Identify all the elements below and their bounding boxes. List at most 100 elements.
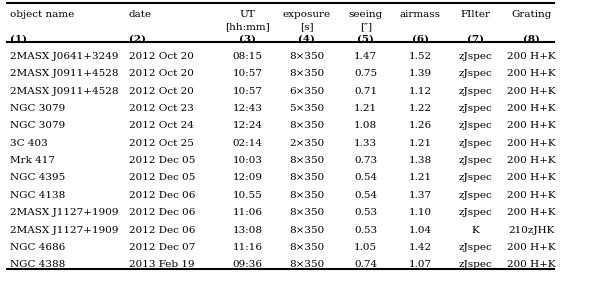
Text: 1.21: 1.21 <box>409 173 432 183</box>
Text: 1.12: 1.12 <box>409 87 432 96</box>
Text: 2012 Dec 06: 2012 Dec 06 <box>129 208 195 217</box>
Text: zJspec: zJspec <box>458 52 492 61</box>
Text: 0.71: 0.71 <box>354 87 377 96</box>
Text: 200 H+K: 200 H+K <box>507 139 556 148</box>
Text: 1.42: 1.42 <box>409 243 432 252</box>
Text: zJspec: zJspec <box>458 243 492 252</box>
Text: 1.39: 1.39 <box>409 69 432 78</box>
Text: 10:03: 10:03 <box>232 156 262 165</box>
Text: 1.21: 1.21 <box>409 139 432 148</box>
Text: zJspec: zJspec <box>458 156 492 165</box>
Text: 2012 Dec 07: 2012 Dec 07 <box>129 243 195 252</box>
Text: 2012 Oct 24: 2012 Oct 24 <box>129 121 194 130</box>
Text: (1): (1) <box>10 35 27 44</box>
Text: 200 H+K: 200 H+K <box>507 173 556 183</box>
Text: 8×350: 8×350 <box>289 121 324 130</box>
Text: 200 H+K: 200 H+K <box>507 52 556 61</box>
Text: 1.08: 1.08 <box>354 121 377 130</box>
Text: 0.75: 0.75 <box>354 69 377 78</box>
Text: 200 H+K: 200 H+K <box>507 260 556 269</box>
Text: 0.74: 0.74 <box>354 260 377 269</box>
Text: 8×350: 8×350 <box>289 52 324 61</box>
Text: [hh:mm]: [hh:mm] <box>225 22 270 31</box>
Text: 0.73: 0.73 <box>354 156 377 165</box>
Text: NGC 4395: NGC 4395 <box>10 173 66 183</box>
Text: object name: object name <box>10 10 75 19</box>
Text: zJspec: zJspec <box>458 69 492 78</box>
Text: 12:24: 12:24 <box>232 121 262 130</box>
Text: 200 H+K: 200 H+K <box>507 208 556 217</box>
Text: 8×350: 8×350 <box>289 156 324 165</box>
Text: 8×350: 8×350 <box>289 208 324 217</box>
Text: 1.04: 1.04 <box>409 226 432 235</box>
Text: NGC 4138: NGC 4138 <box>10 191 66 200</box>
Text: 2012 Oct 20: 2012 Oct 20 <box>129 69 194 78</box>
Text: 1.52: 1.52 <box>409 52 432 61</box>
Text: 08:15: 08:15 <box>232 52 262 61</box>
Text: 200 H+K: 200 H+K <box>507 104 556 113</box>
Text: 1.21: 1.21 <box>354 104 377 113</box>
Text: (4): (4) <box>298 35 315 44</box>
Text: [s]: [s] <box>300 22 314 31</box>
Text: 2×350: 2×350 <box>289 139 324 148</box>
Text: 1.37: 1.37 <box>409 191 432 200</box>
Text: 8×350: 8×350 <box>289 69 324 78</box>
Text: zJspec: zJspec <box>458 121 492 130</box>
Text: [″]: [″] <box>360 22 371 31</box>
Text: 02:14: 02:14 <box>232 139 262 148</box>
Text: 1.47: 1.47 <box>354 52 377 61</box>
Text: Grating: Grating <box>511 10 551 19</box>
Text: 200 H+K: 200 H+K <box>507 121 556 130</box>
Text: 12:43: 12:43 <box>232 104 262 113</box>
Text: 1.10: 1.10 <box>409 208 432 217</box>
Text: 8×350: 8×350 <box>289 243 324 252</box>
Text: 2012 Oct 20: 2012 Oct 20 <box>129 87 194 96</box>
Text: zJspec: zJspec <box>458 208 492 217</box>
Text: 200 H+K: 200 H+K <box>507 243 556 252</box>
Text: NGC 3079: NGC 3079 <box>10 104 66 113</box>
Text: 2012 Dec 05: 2012 Dec 05 <box>129 156 195 165</box>
Text: 2MASX J0911+4528: 2MASX J0911+4528 <box>10 87 119 96</box>
Text: airmass: airmass <box>400 10 441 19</box>
Text: 2MASX J0911+4528: 2MASX J0911+4528 <box>10 69 119 78</box>
Text: NGC 3079: NGC 3079 <box>10 121 66 130</box>
Text: FIlter: FIlter <box>460 10 490 19</box>
Text: 200 H+K: 200 H+K <box>507 191 556 200</box>
Text: date: date <box>129 10 152 19</box>
Text: 2MASX J0641+3249: 2MASX J0641+3249 <box>10 52 119 61</box>
Text: 10:57: 10:57 <box>232 69 262 78</box>
Text: 8×350: 8×350 <box>289 173 324 183</box>
Text: 8×350: 8×350 <box>289 260 324 269</box>
Text: 2012 Oct 25: 2012 Oct 25 <box>129 139 194 148</box>
Text: zJspec: zJspec <box>458 139 492 148</box>
Text: 200 H+K: 200 H+K <box>507 69 556 78</box>
Text: 8×350: 8×350 <box>289 226 324 235</box>
Text: 1.26: 1.26 <box>409 121 432 130</box>
Text: (6): (6) <box>412 35 429 44</box>
Text: 1.33: 1.33 <box>354 139 377 148</box>
Text: 10.55: 10.55 <box>232 191 262 200</box>
Text: 2MASX J1127+1909: 2MASX J1127+1909 <box>10 208 119 217</box>
Text: 13:08: 13:08 <box>232 226 262 235</box>
Text: 2012 Dec 05: 2012 Dec 05 <box>129 173 195 183</box>
Text: zJspec: zJspec <box>458 191 492 200</box>
Text: NGC 4388: NGC 4388 <box>10 260 66 269</box>
Text: 6×350: 6×350 <box>289 87 324 96</box>
Text: 200 H+K: 200 H+K <box>507 156 556 165</box>
Text: 0.53: 0.53 <box>354 208 377 217</box>
Text: 1.07: 1.07 <box>409 260 432 269</box>
Text: 200 H+K: 200 H+K <box>507 87 556 96</box>
Text: 2012 Oct 20: 2012 Oct 20 <box>129 52 194 61</box>
Text: (3): (3) <box>239 35 256 44</box>
Text: 2012 Dec 06: 2012 Dec 06 <box>129 226 195 235</box>
Text: (2): (2) <box>129 35 146 44</box>
Text: 8×350: 8×350 <box>289 191 324 200</box>
Text: (7): (7) <box>467 35 484 44</box>
Text: 1.38: 1.38 <box>409 156 432 165</box>
Text: Mrk 417: Mrk 417 <box>10 156 56 165</box>
Text: 1.05: 1.05 <box>354 243 377 252</box>
Text: 09:36: 09:36 <box>232 260 262 269</box>
Text: 0.54: 0.54 <box>354 191 377 200</box>
Text: 2012 Oct 23: 2012 Oct 23 <box>129 104 194 113</box>
Text: zJspec: zJspec <box>458 173 492 183</box>
